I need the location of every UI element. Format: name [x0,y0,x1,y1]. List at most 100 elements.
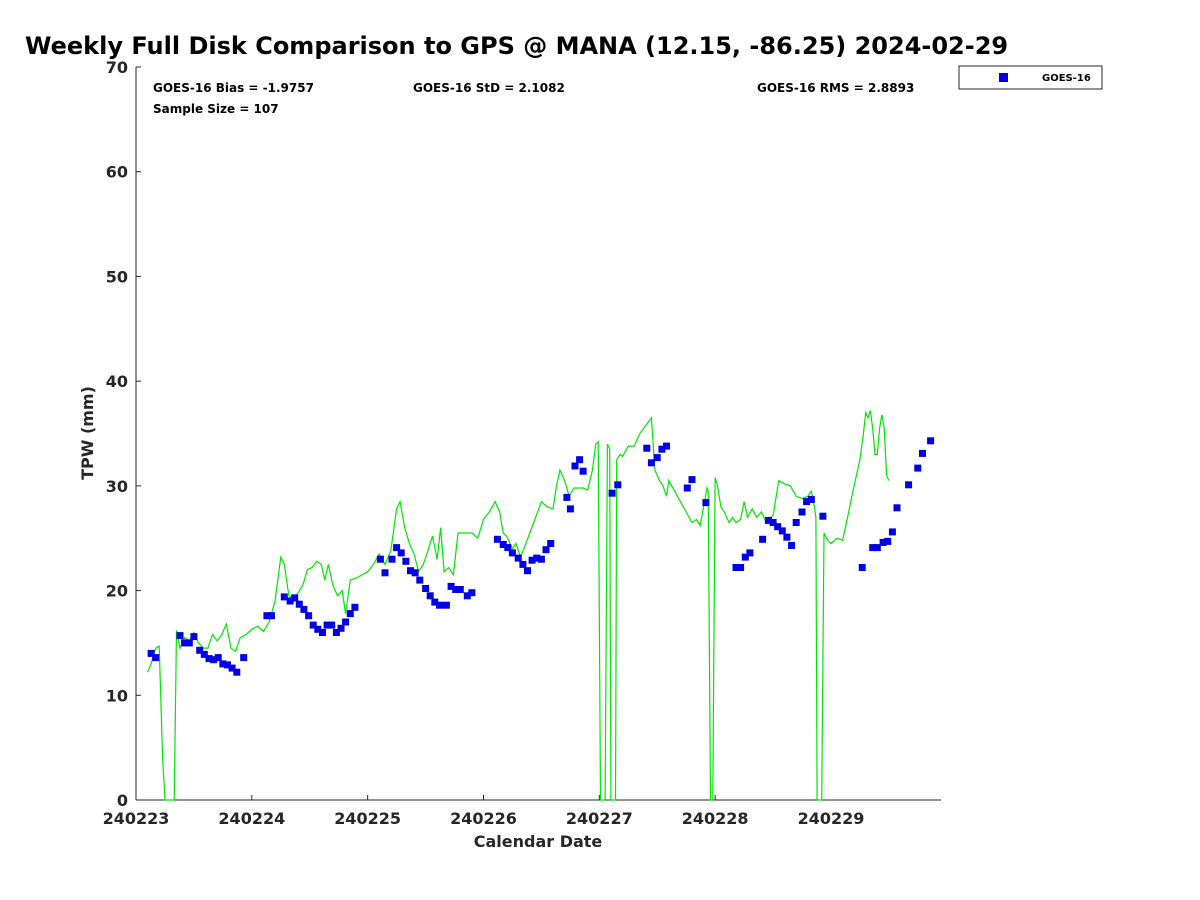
goes16-point [533,554,541,562]
goes16-point [493,535,501,543]
goes16-point [514,554,522,562]
goes16-point [563,493,571,501]
goes16-point [200,650,208,658]
goes16-point [190,633,198,641]
x-axis-label: Calendar Date [474,832,603,851]
goes16-point [888,528,896,536]
goes16-point [147,649,155,657]
goes16-point [219,660,227,668]
goes16-point [571,462,579,470]
goes16-point [426,592,434,600]
goes16-point [305,612,313,620]
y-tick-label: 60 [106,163,128,182]
goes16-series [147,437,935,676]
goes16-point [647,459,655,467]
goes16-point [422,585,430,592]
y-tick-label: 70 [106,58,128,77]
goes16-point [332,629,340,636]
goes16-point [499,541,507,548]
goes16-point [291,594,299,602]
goes16-point [210,656,218,664]
goes16-point [653,454,661,462]
goes16-point [774,523,782,531]
goes16-point [683,484,691,492]
goes16-point [393,544,401,552]
goes16-point [658,445,666,453]
y-tick-label: 20 [106,582,128,601]
goes16-point [769,519,777,526]
goes16-point [576,456,584,464]
x-tick-label: 240223 [103,809,170,828]
goes16-point [614,481,622,489]
goes16-point [397,549,405,557]
goes16-point [759,535,767,543]
goes16-point [309,621,317,629]
legend-marker [999,73,1008,82]
goes16-point [402,557,410,565]
goes16-point [342,618,350,626]
goes16-point [547,540,555,547]
goes16-point [286,597,294,605]
goes16-point [702,499,710,507]
goes16-point [300,605,308,613]
goes16-point [416,576,424,584]
goes16-point [873,544,881,552]
plot-area [135,67,941,801]
goes16-point [228,664,236,672]
goes16-point [337,624,345,632]
bias-stat: GOES-16 Bias = -1.9757 [153,81,314,95]
goes16-point [431,598,439,606]
goes16-point [858,564,866,571]
goes16-point [764,516,772,524]
goes16-point [152,654,160,662]
legend-label: GOES-16 [1042,73,1091,84]
goes16-point [914,464,922,472]
goes16-point [608,489,616,497]
goes16-point [879,538,887,546]
goes16-point [746,549,754,557]
rms-stat: GOES-16 RMS = 2.8893 [757,81,914,95]
goes16-point [263,612,271,620]
goes16-point [268,612,275,620]
goes16-point [737,564,745,571]
goes16-point [214,654,222,662]
goes16-point [181,639,189,647]
y-ticks: 0 10 20 30 40 50 60 70 [106,58,141,810]
goes16-point [381,569,389,577]
goes16-point [741,553,749,561]
x-tick-label: 240224 [218,809,285,828]
goes16-point [905,481,913,489]
goes16-point [224,661,231,669]
goes16-point [919,449,926,457]
goes16-point [528,556,536,564]
goes16-point [778,527,786,535]
goes16-point [346,610,354,618]
goes16-point [185,639,193,647]
x-tick-label: 240228 [682,809,749,828]
goes16-point [643,444,651,452]
goes16-point [233,668,241,676]
gps-line [147,410,890,801]
goes16-point [376,555,384,563]
goes16-point [663,442,670,450]
goes16-point [893,504,901,512]
x-tick-label: 240227 [566,809,633,828]
y-tick-label: 10 [106,686,128,705]
goes16-point [504,544,512,552]
goes16-point [788,542,796,549]
goes16-point [884,537,892,545]
goes16-point [537,555,545,563]
goes16-point [240,654,248,662]
goes16-point [792,519,800,526]
goes16-point [411,569,419,577]
gps-series [147,410,890,801]
goes16-point [442,601,450,609]
goes16-point [519,560,527,568]
goes16-point [732,564,740,571]
goes16-point [819,512,827,520]
goes16-point [803,498,811,506]
sample-size-stat: Sample Size = 107 [153,102,279,116]
y-tick-label: 40 [106,372,128,391]
goes16-point [542,546,550,554]
